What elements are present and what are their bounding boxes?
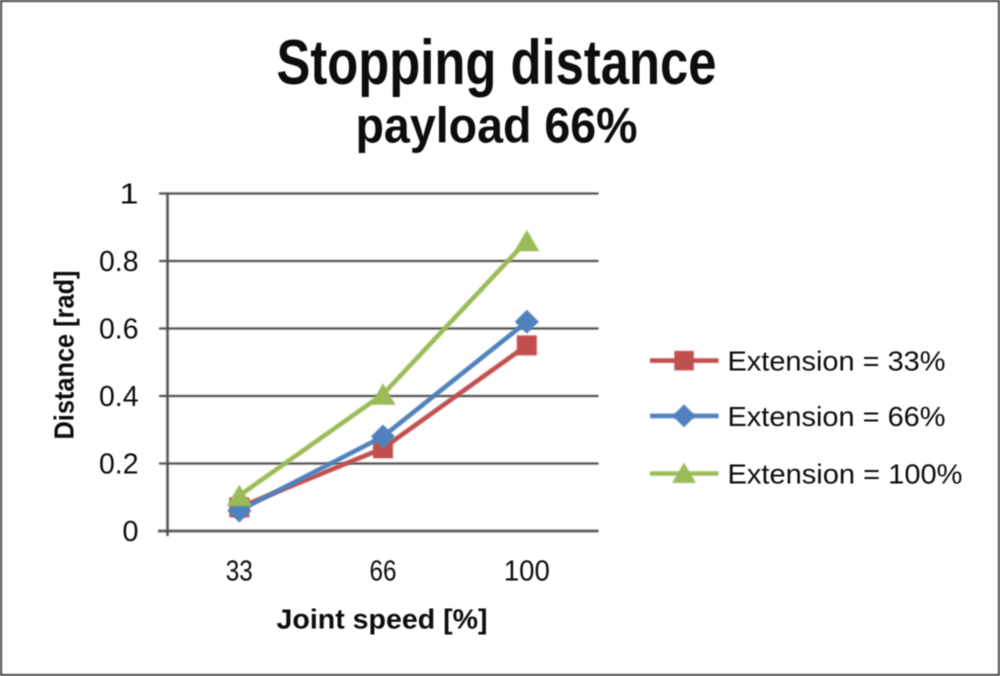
svg-text:Distance [rad]: Distance [rad] [49, 271, 80, 440]
svg-text:0.2: 0.2 [99, 449, 139, 481]
svg-text:66: 66 [370, 556, 397, 588]
svg-text:Joint speed [%]: Joint speed [%] [277, 604, 488, 635]
svg-text:0.6: 0.6 [99, 314, 139, 346]
svg-text:33: 33 [226, 556, 253, 588]
svg-text:Extension = 100%: Extension = 100% [728, 459, 963, 490]
svg-text:Extension = 33%: Extension = 33% [728, 346, 946, 377]
svg-text:payload 66%: payload 66% [356, 98, 638, 154]
svg-text:Extension = 66%: Extension = 66% [728, 401, 946, 432]
svg-text:1: 1 [120, 179, 139, 211]
svg-text:0.4: 0.4 [99, 381, 139, 413]
svg-text:Stopping distance: Stopping distance [277, 28, 717, 98]
svg-text:100: 100 [504, 556, 550, 588]
svg-text:0.8: 0.8 [99, 246, 139, 278]
svg-text:0: 0 [122, 516, 138, 548]
